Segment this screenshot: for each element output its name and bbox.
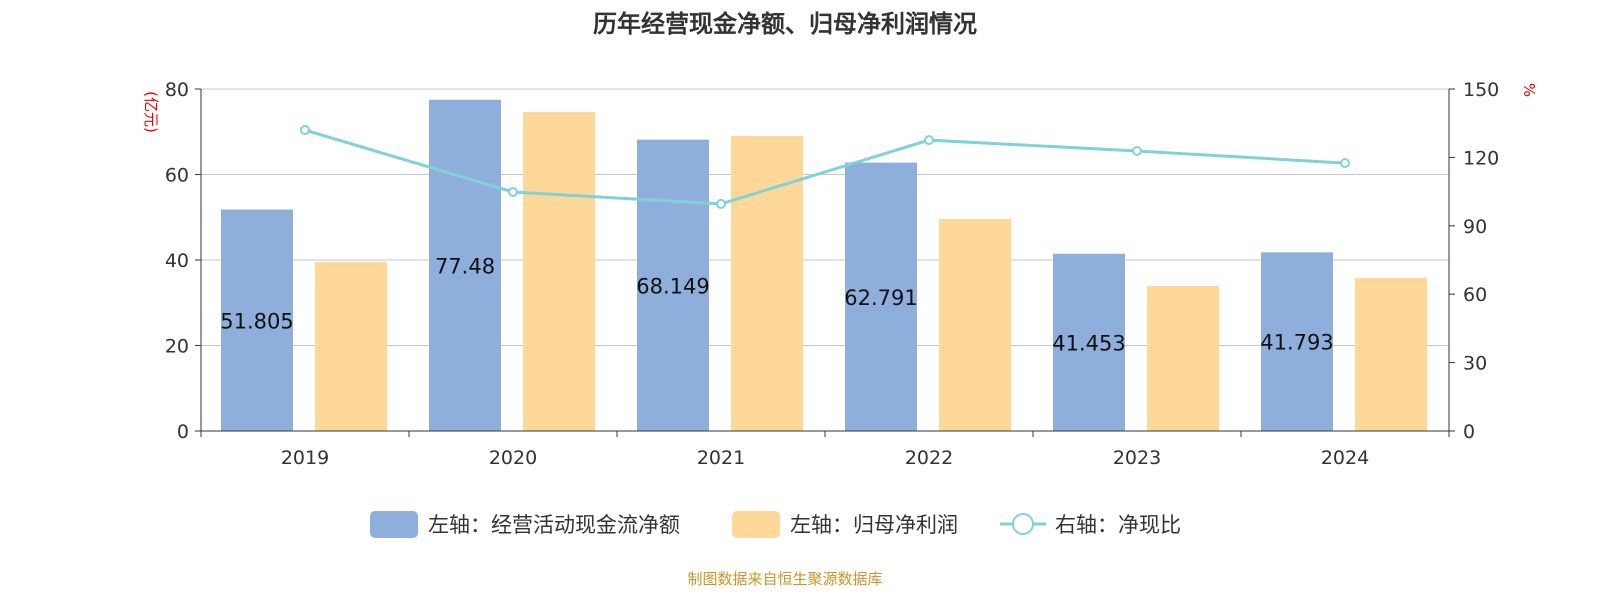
bar-operating-cash-flow bbox=[845, 162, 917, 431]
bar-net-profit bbox=[731, 136, 803, 431]
bar-data-label: 51.805 bbox=[220, 309, 293, 333]
right-tick-label: 90 bbox=[1463, 216, 1487, 238]
bar-net-profit bbox=[939, 218, 1011, 431]
bar-net-profit bbox=[315, 262, 387, 431]
bar-operating-cash-flow bbox=[637, 139, 709, 431]
bar-data-label: 41.453 bbox=[1052, 331, 1125, 355]
bar-net-profit bbox=[1355, 277, 1427, 431]
legend-swatch-net-profit bbox=[732, 511, 780, 538]
right-tick-label: 30 bbox=[1463, 353, 1487, 375]
line-point bbox=[1132, 146, 1142, 157]
left-tick-label: 0 bbox=[177, 421, 189, 443]
data-source-footer: 制图数据来自恒生聚源数据库 bbox=[687, 570, 882, 588]
x-tick-label: 2020 bbox=[489, 447, 537, 469]
x-tick-label: 2021 bbox=[697, 447, 745, 469]
left-tick-label: 40 bbox=[165, 250, 189, 272]
x-tick-label: 2022 bbox=[905, 447, 953, 469]
bar-data-label: 41.793 bbox=[1260, 331, 1333, 355]
bar-data-label: 62.791 bbox=[844, 286, 917, 310]
chart-title: 历年经营现金净额、归母净利润情况 bbox=[593, 10, 977, 38]
bar-net-profit bbox=[523, 112, 595, 432]
x-tick-label: 2024 bbox=[1321, 447, 1369, 469]
left-axis-unit: (亿元) bbox=[142, 91, 160, 133]
right-tick-label: 0 bbox=[1463, 421, 1475, 443]
legend-swatch-marker bbox=[1012, 513, 1034, 535]
left-tick-label: 60 bbox=[165, 165, 189, 187]
right-tick-label: 60 bbox=[1463, 284, 1487, 306]
legend-label: 左轴：归母净利润 bbox=[790, 513, 958, 537]
legend-swatch-operating-cash-flow bbox=[370, 511, 418, 538]
bar-net-profit bbox=[1147, 286, 1219, 431]
right-tick-label: 120 bbox=[1463, 147, 1499, 169]
bar-operating-cash-flow bbox=[429, 99, 501, 431]
left-tick-label: 80 bbox=[165, 79, 189, 101]
x-tick-label: 2019 bbox=[281, 447, 329, 469]
right-tick-label: 150 bbox=[1463, 79, 1499, 101]
right-axis-unit: % bbox=[1520, 83, 1538, 97]
bar-operating-cash-flow bbox=[1261, 252, 1333, 431]
line-point bbox=[1340, 158, 1350, 169]
bar-operating-cash-flow bbox=[1053, 253, 1125, 431]
line-cash-ratio bbox=[304, 128, 1346, 206]
x-tick-label: 2023 bbox=[1113, 447, 1161, 469]
line-point bbox=[508, 187, 518, 198]
line-point bbox=[924, 135, 934, 146]
line-point bbox=[716, 198, 726, 209]
left-tick-label: 20 bbox=[165, 336, 189, 358]
legend-label: 右轴：净现比 bbox=[1055, 513, 1181, 537]
bar-operating-cash-flow bbox=[221, 209, 293, 431]
bar-data-label: 68.149 bbox=[636, 274, 709, 298]
bar-data-label: 77.48 bbox=[435, 254, 495, 278]
legend-label: 左轴：经营活动现金流净额 bbox=[428, 513, 680, 537]
line-point bbox=[300, 125, 310, 136]
